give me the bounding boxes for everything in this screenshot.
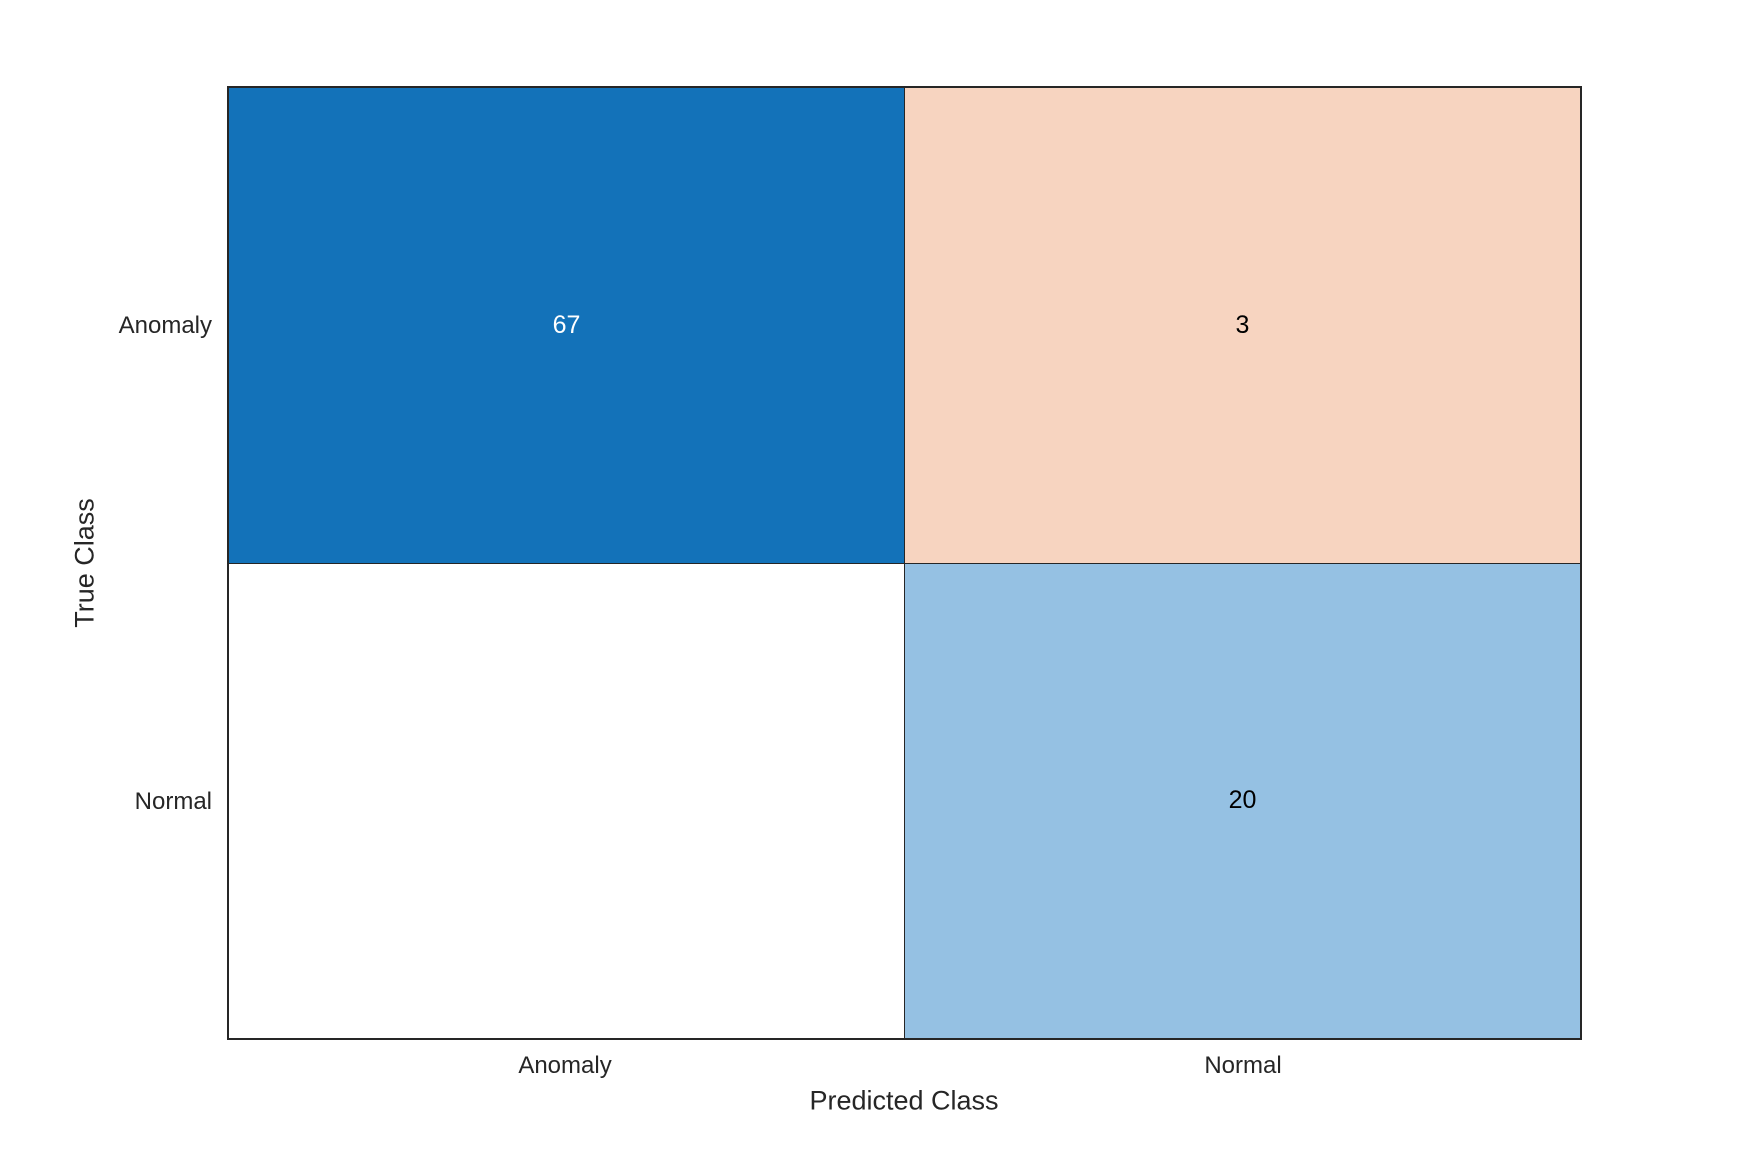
x-tick-label-anomaly: Anomaly [518,1052,612,1079]
y-tick-label-normal: Normal [134,788,212,815]
x-tick-label-normal: Normal [1204,1052,1282,1079]
cell-true-anomaly-pred-anomaly: 67 [229,88,904,563]
confusion-matrix-grid: 67 3 20 [227,86,1582,1040]
x-axis-title: Predicted Class [809,1085,999,1116]
y-axis-title: True Class [69,498,100,628]
cell-true-normal-pred-anomaly [229,563,904,1038]
y-tick-label-anomaly: Anomaly [118,312,212,339]
cell-true-normal-pred-normal: 20 [905,563,1580,1038]
cell-true-anomaly-pred-normal: 3 [905,88,1580,563]
